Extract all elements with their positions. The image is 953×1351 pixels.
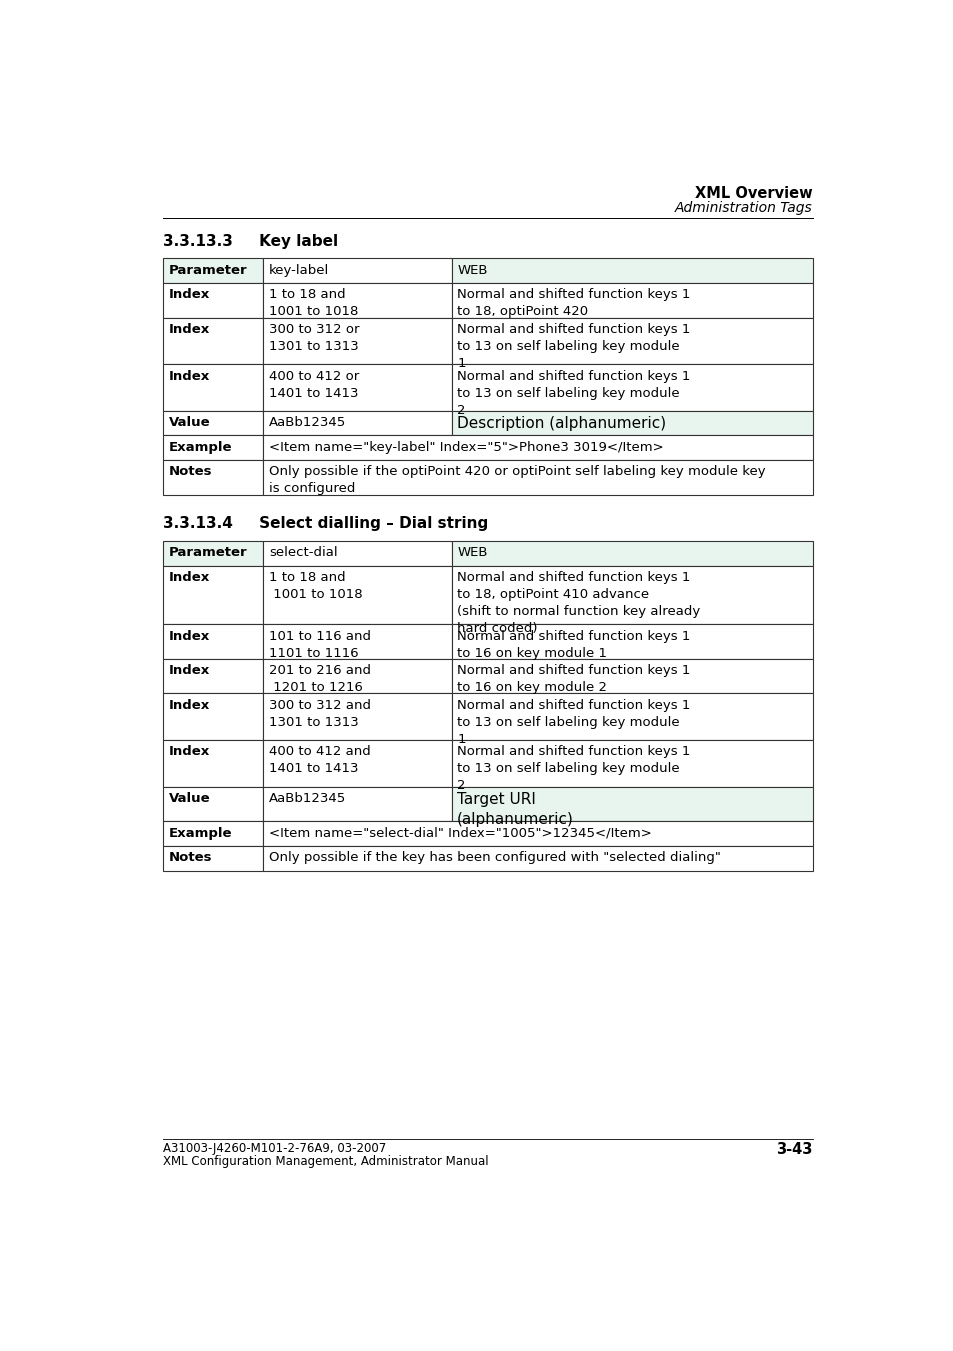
Text: 101 to 116 and
1101 to 1116: 101 to 116 and 1101 to 1116 (269, 630, 371, 659)
Bar (163, 624, 263, 659)
Text: Index: Index (169, 665, 210, 677)
Bar (452, 540, 812, 566)
Bar (163, 821, 263, 846)
Bar (263, 846, 812, 870)
Bar (263, 566, 452, 624)
Text: Description (alphanumeric): Description (alphanumeric) (456, 416, 665, 431)
Text: Normal and shifted function keys 1
to 16 on key module 2: Normal and shifted function keys 1 to 16… (456, 665, 690, 694)
Bar (163, 740, 263, 786)
Text: key-label: key-label (269, 263, 329, 277)
Text: Parameter: Parameter (169, 263, 247, 277)
Bar (163, 846, 263, 870)
Text: Normal and shifted function keys 1
to 13 on self labeling key module
2: Normal and shifted function keys 1 to 13… (456, 370, 690, 416)
Bar (263, 624, 452, 659)
Text: Normal and shifted function keys 1
to 18, optiPoint 410 advance
(shift to normal: Normal and shifted function keys 1 to 18… (456, 571, 700, 635)
Text: WEB: WEB (456, 263, 487, 277)
Bar (452, 740, 812, 786)
Text: Example: Example (169, 440, 233, 454)
Bar (163, 693, 263, 740)
Bar (263, 740, 452, 786)
Text: Normal and shifted function keys 1
to 16 on key module 1: Normal and shifted function keys 1 to 16… (456, 630, 690, 659)
Text: Only possible if the key has been configured with "selected dialing": Only possible if the key has been config… (269, 851, 720, 865)
Text: 400 to 412 or
1401 to 1413: 400 to 412 or 1401 to 1413 (269, 370, 358, 400)
Text: Target URI
(alphanumeric): Target URI (alphanumeric) (456, 792, 574, 827)
Text: Index: Index (169, 323, 210, 336)
Bar (163, 317, 263, 365)
Bar (163, 786, 263, 821)
Text: Normal and shifted function keys 1
to 13 on self labeling key module
1: Normal and shifted function keys 1 to 13… (456, 698, 690, 746)
Text: Index: Index (169, 288, 210, 301)
Bar (263, 659, 452, 693)
Bar (163, 411, 263, 435)
Text: 400 to 412 and
1401 to 1413: 400 to 412 and 1401 to 1413 (269, 746, 370, 775)
Text: Only possible if the optiPoint 420 or optiPoint self labeling key module key
is : Only possible if the optiPoint 420 or op… (269, 466, 764, 496)
Text: AaBb12345: AaBb12345 (269, 792, 346, 805)
Bar (452, 317, 812, 365)
Bar (452, 693, 812, 740)
Text: Normal and shifted function keys 1
to 13 on self labeling key module
2: Normal and shifted function keys 1 to 13… (456, 746, 690, 793)
Text: Index: Index (169, 370, 210, 382)
Bar (452, 659, 812, 693)
Bar (163, 566, 263, 624)
Text: Administration Tags: Administration Tags (675, 201, 812, 215)
Text: Index: Index (169, 630, 210, 643)
Bar (263, 821, 812, 846)
Text: Example: Example (169, 827, 233, 839)
Bar (263, 282, 452, 317)
Text: 1 to 18 and
1001 to 1018: 1 to 18 and 1001 to 1018 (269, 288, 357, 319)
Bar (163, 461, 263, 494)
Bar (452, 411, 812, 435)
Bar (163, 365, 263, 411)
Text: 1 to 18 and
 1001 to 1018: 1 to 18 and 1001 to 1018 (269, 571, 362, 601)
Text: Index: Index (169, 698, 210, 712)
Bar (263, 411, 452, 435)
Bar (263, 317, 452, 365)
Bar (452, 282, 812, 317)
Bar (263, 540, 452, 566)
Text: Normal and shifted function keys 1
to 18, optiPoint 420: Normal and shifted function keys 1 to 18… (456, 288, 690, 319)
Text: Index: Index (169, 746, 210, 758)
Bar (263, 258, 452, 282)
Bar (452, 786, 812, 821)
Text: XML Configuration Management, Administrator Manual: XML Configuration Management, Administra… (163, 1155, 489, 1167)
Bar (263, 461, 812, 494)
Bar (263, 693, 452, 740)
Bar (452, 365, 812, 411)
Bar (163, 540, 263, 566)
Text: A31003-J4260-M101-2-76A9, 03-2007: A31003-J4260-M101-2-76A9, 03-2007 (163, 1143, 386, 1155)
Bar (163, 659, 263, 693)
Text: Notes: Notes (169, 851, 213, 865)
Text: AaBb12345: AaBb12345 (269, 416, 346, 430)
Text: Normal and shifted function keys 1
to 13 on self labeling key module
1: Normal and shifted function keys 1 to 13… (456, 323, 690, 370)
Text: Value: Value (169, 792, 211, 805)
Bar (163, 258, 263, 282)
Text: <Item name="key-label" Index="5">Phone3 3019</Item>: <Item name="key-label" Index="5">Phone3 … (269, 440, 663, 454)
Bar (163, 282, 263, 317)
Text: 3.3.13.4     Select dialling – Dial string: 3.3.13.4 Select dialling – Dial string (163, 516, 488, 531)
Text: 201 to 216 and
 1201 to 1216: 201 to 216 and 1201 to 1216 (269, 665, 371, 694)
Bar (452, 624, 812, 659)
Text: WEB: WEB (456, 546, 487, 559)
Text: 300 to 312 and
1301 to 1313: 300 to 312 and 1301 to 1313 (269, 698, 371, 728)
Text: 300 to 312 or
1301 to 1313: 300 to 312 or 1301 to 1313 (269, 323, 359, 353)
Text: Notes: Notes (169, 466, 213, 478)
Bar (263, 365, 452, 411)
Text: Value: Value (169, 416, 211, 430)
Text: Parameter: Parameter (169, 546, 247, 559)
Text: Index: Index (169, 571, 210, 584)
Bar (263, 786, 452, 821)
Bar (263, 435, 812, 461)
Text: XML Overview: XML Overview (695, 186, 812, 201)
Bar (452, 566, 812, 624)
Text: <Item name="select-dial" Index="1005">12345</Item>: <Item name="select-dial" Index="1005">12… (269, 827, 651, 839)
Text: 3.3.13.3     Key label: 3.3.13.3 Key label (163, 234, 338, 249)
Text: 3-43: 3-43 (776, 1143, 812, 1158)
Bar (452, 258, 812, 282)
Text: select-dial: select-dial (269, 546, 337, 559)
Bar (163, 435, 263, 461)
